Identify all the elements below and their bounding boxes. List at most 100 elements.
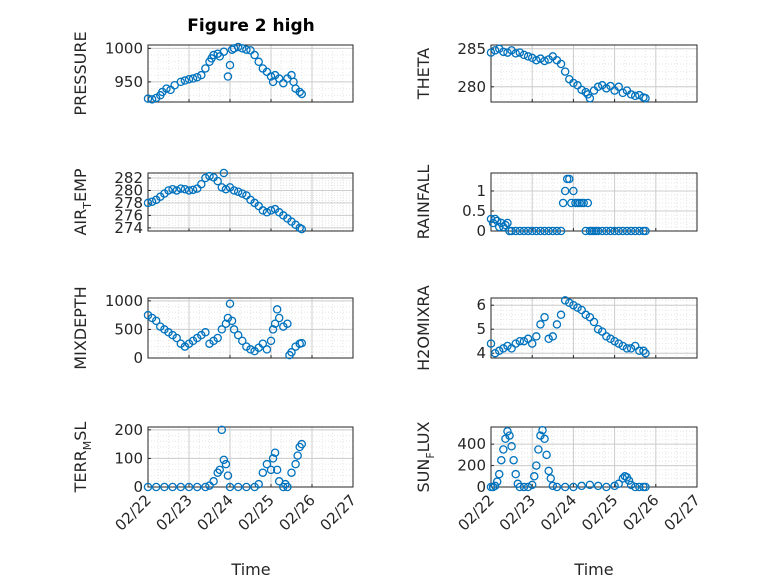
data-point [213,176,222,186]
data-point [143,198,153,208]
x-axis-label-right: Time [573,560,613,579]
data-point [501,220,510,230]
data-point [569,78,578,88]
data-point [297,224,306,234]
data-point [215,465,224,475]
axes-box [490,426,698,488]
data-point [552,320,562,329]
data-point [602,482,611,492]
data-point [180,184,190,194]
x-axis-label-left: Time [230,560,270,579]
data-point [223,72,233,81]
data-point [536,54,545,63]
y-tick-label: 0 [476,478,486,496]
data-point [618,226,628,236]
data-point [188,185,198,195]
data-point [641,348,650,358]
data-point [560,67,570,76]
data-point [272,465,282,475]
data-point [635,482,644,492]
data-point [515,226,525,236]
panel-h2omixra: 4 5 6 H2OMIXRA [414,285,698,371]
data-point [556,59,566,69]
data-point [266,72,276,81]
data-point [544,334,553,344]
data-point [168,184,177,194]
data-point [593,82,603,92]
data-point [552,226,562,236]
data-point [297,338,306,348]
y-tick-label: 200 [457,457,486,475]
x-tick-label: 02/24 [537,491,580,534]
data-point [532,226,541,236]
data-point [544,226,553,236]
data-point [262,208,272,217]
y-tick-label: 285 [457,40,486,58]
data-point [577,305,586,315]
data-point [527,226,537,236]
x-tick-label: 02/23 [496,491,539,534]
data-point [192,482,202,492]
data-point [567,198,576,208]
axes-box [147,44,354,103]
data-point [270,448,280,457]
data-point [565,174,574,184]
data-point [630,226,640,236]
data-point [221,184,231,194]
y-axis-label: AIRTEMP [71,168,94,235]
data-point [630,341,640,351]
data-point [585,312,595,322]
data-point [151,482,161,492]
data-point [577,85,586,95]
data-point [494,346,504,356]
panel-pressure: 950 1000 PRESSURE [71,31,354,116]
data-point [197,179,206,189]
data-point [266,465,276,475]
data-point [597,327,607,336]
data-point [268,325,278,334]
data-point [581,87,591,97]
data-point [297,89,306,99]
data-point [556,310,566,320]
data-point [233,42,243,52]
data-point [552,482,562,492]
data-point [184,74,194,84]
data-point [548,226,558,236]
data-point [556,226,566,236]
data-point [238,336,247,346]
axes-box [490,297,698,359]
data-point [630,91,640,101]
data-point [639,346,648,356]
data-point [523,334,533,344]
data-point [505,431,514,440]
data-point [532,461,541,470]
data-point [295,87,304,97]
data-point [486,339,496,348]
data-point [593,481,603,491]
data-point [577,481,586,491]
data-point [610,226,619,236]
data-point [540,56,549,66]
data-point [490,46,500,55]
data-point [519,482,529,492]
data-point [602,332,611,341]
data-point [229,44,239,53]
data-point [614,82,623,92]
data-point [503,48,512,57]
data-point [497,218,506,228]
data-point [217,183,227,192]
data-point [527,480,537,490]
data-point [523,52,533,61]
data-point [530,472,539,481]
y-axis-label: SUNFLUX [414,421,437,492]
y-tick-label: 100 [114,449,143,467]
data-point [176,482,186,492]
data-point [162,84,171,93]
data-point [618,341,628,351]
data-point [622,226,632,236]
data-point [233,482,243,492]
data-point [507,226,516,236]
panel-rainfall: 0 0.5 1 RAINFALL [414,165,698,240]
y-axis-label: H2OMIXRA [414,285,433,371]
